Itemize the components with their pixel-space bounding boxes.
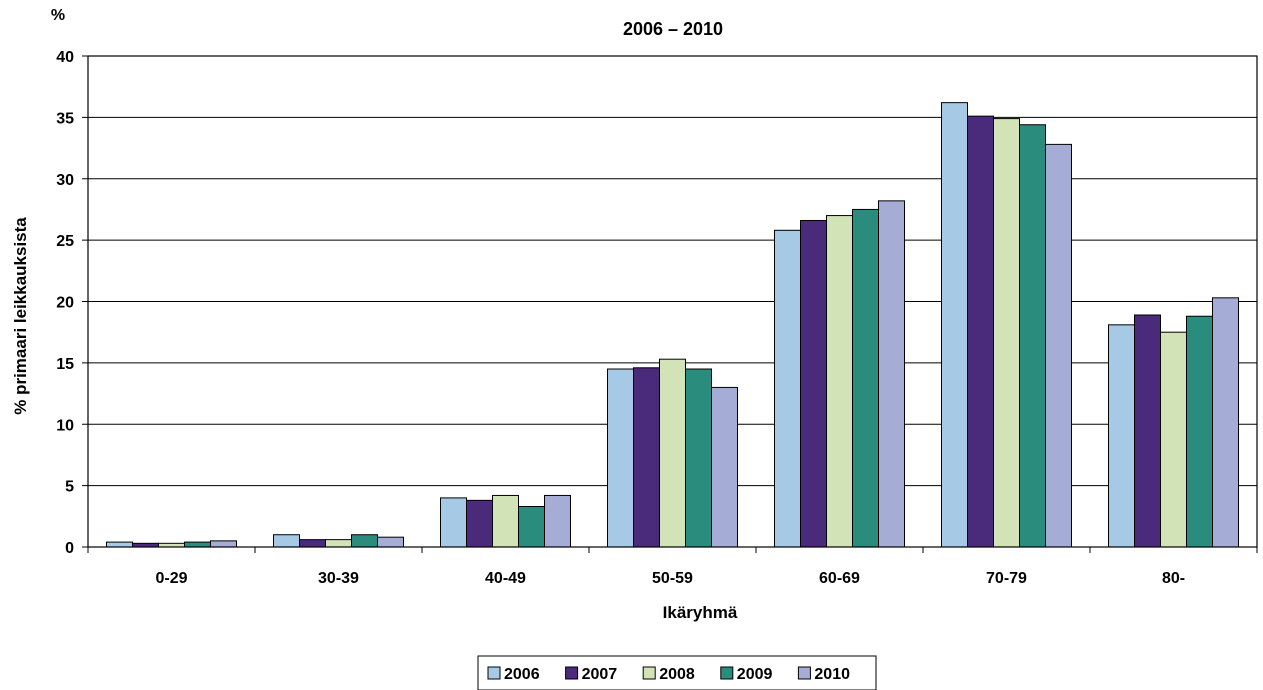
- legend-label-2007: 2007: [582, 666, 618, 683]
- bar-2006-80-: [1108, 324, 1135, 548]
- x-axis-title: Ikäryhmä: [663, 603, 738, 622]
- bar-2008-80-: [1160, 331, 1187, 548]
- bar-2006-0-29: [106, 541, 133, 548]
- legend-label-2010: 2010: [814, 666, 850, 683]
- y-tick-label: 15: [56, 356, 74, 373]
- x-category-label: 50-59: [652, 570, 693, 587]
- bar-2007-30-39: [299, 539, 326, 548]
- bar-2010-60-69: [878, 200, 905, 548]
- y-tick-label: 40: [56, 49, 74, 66]
- legend-label-2008: 2008: [659, 666, 695, 683]
- y-axis-title: % primaari leikkauksista: [11, 217, 30, 415]
- bar-2006-50-59: [607, 368, 634, 548]
- bar-2009-70-79: [1019, 124, 1046, 548]
- x-category-label: 80-: [1162, 570, 1185, 587]
- legend: 2006 2007 2008 2009 2010: [477, 655, 877, 690]
- bar-2008-30-39: [325, 539, 352, 548]
- bar-2008-70-79: [993, 118, 1020, 548]
- legend-swatch-2007: [565, 666, 579, 680]
- x-category-label: 30-39: [318, 570, 359, 587]
- legend-swatch-2006: [487, 666, 501, 680]
- legend-swatch-2010: [797, 666, 811, 680]
- bar-2007-80-: [1134, 314, 1161, 548]
- y-tick-label: 5: [65, 479, 74, 496]
- legend-swatch-2008: [642, 666, 656, 680]
- chart-title: 2006 – 2010: [623, 19, 723, 39]
- plot-area: [87, 55, 1258, 548]
- bar-2007-60-69: [800, 219, 827, 548]
- y-tick-labels: 0 5 10 15 20 25 30 35 40: [56, 49, 74, 557]
- x-category-label: 40-49: [485, 570, 526, 587]
- bar-2010-80-: [1212, 297, 1239, 548]
- y-unit-label: %: [51, 7, 65, 24]
- bar-2008-40-49: [492, 494, 519, 548]
- bar-2006-30-39: [273, 534, 300, 548]
- x-category-label: 0-29: [155, 570, 187, 587]
- x-category-label: 70-79: [986, 570, 1027, 587]
- bar-2009-60-69: [852, 208, 879, 548]
- bar-2010-50-59: [711, 386, 738, 548]
- legend-label-2009: 2009: [737, 666, 773, 683]
- bar-2006-60-69: [774, 229, 801, 548]
- bar-2006-70-79: [941, 102, 968, 548]
- y-tick-label: 0: [65, 540, 74, 557]
- legend-label-2006: 2006: [504, 666, 540, 683]
- bar-2008-50-59: [659, 358, 686, 548]
- bar-2009-0-29: [184, 541, 211, 548]
- bar-2009-50-59: [685, 368, 712, 548]
- y-tick-label: 20: [56, 295, 74, 312]
- bar-2010-70-79: [1045, 143, 1072, 548]
- bar-2007-50-59: [633, 367, 660, 548]
- bar-2009-40-49: [518, 505, 545, 548]
- y-tick-label: 25: [56, 233, 74, 250]
- y-tick-label: 35: [56, 110, 74, 127]
- bar-2010-0-29: [210, 540, 237, 548]
- bar-2009-80-: [1186, 315, 1213, 548]
- bar-2010-30-39: [377, 536, 404, 548]
- bars: [106, 102, 1239, 548]
- y-tick-label: 10: [56, 417, 74, 434]
- bar-2006-40-49: [440, 497, 467, 548]
- bar-2007-40-49: [466, 499, 493, 548]
- bar-2010-40-49: [544, 494, 571, 548]
- x-category-labels: 0-29 30-39 40-49 50-59 60-69 70-79 80-: [87, 547, 1258, 587]
- x-category-label: 60-69: [819, 570, 860, 587]
- legend-swatch-2009: [720, 666, 734, 680]
- y-tick-label: 30: [56, 172, 74, 189]
- bar-2008-60-69: [826, 215, 853, 548]
- bar-2009-30-39: [351, 534, 378, 548]
- bar-2007-70-79: [967, 115, 994, 548]
